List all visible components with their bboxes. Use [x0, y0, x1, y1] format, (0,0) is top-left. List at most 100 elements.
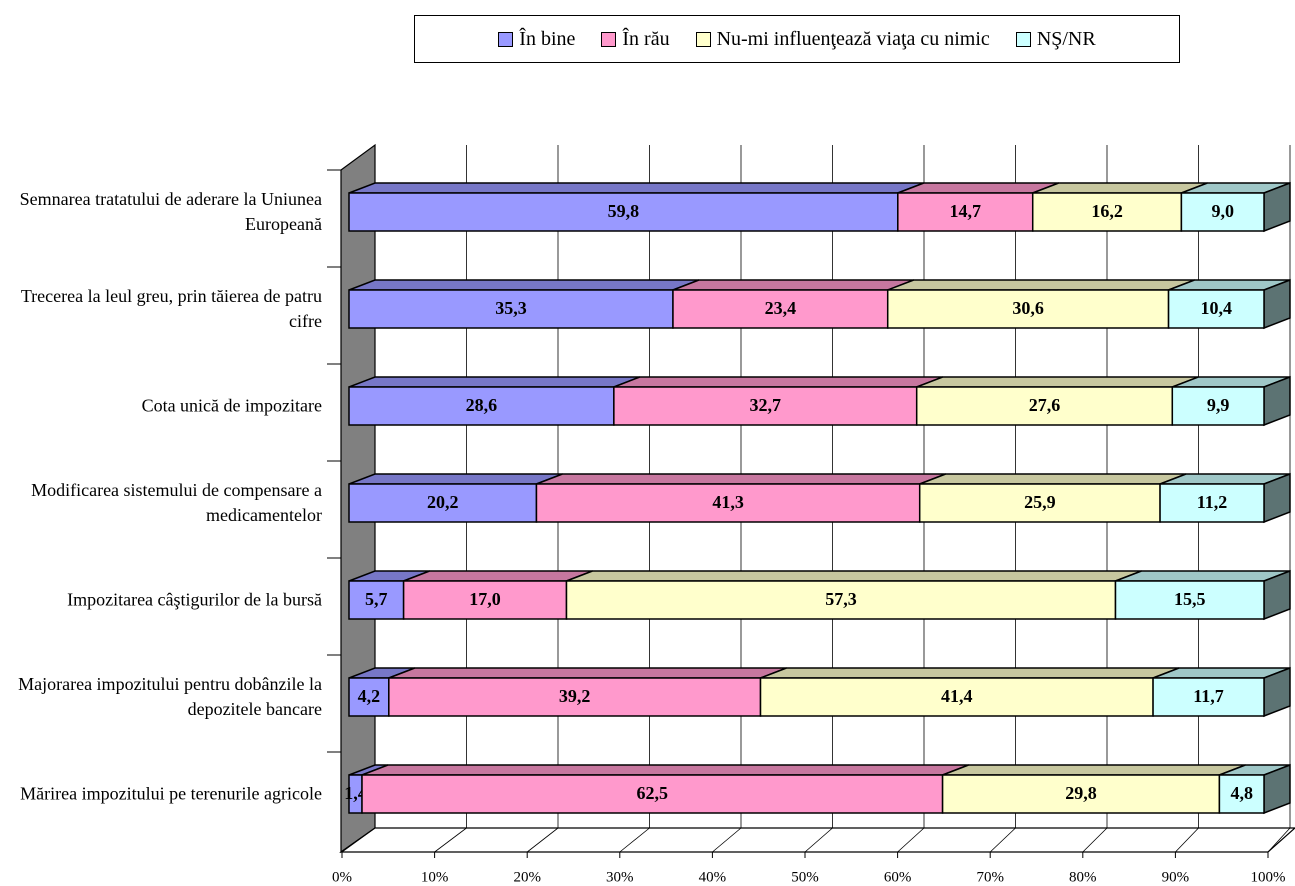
y-tick-label: Cota unică de impozitare: [141, 395, 322, 416]
data-label: 23,4: [765, 298, 797, 318]
bar: [1218, 774, 1265, 814]
bar: [897, 192, 1034, 232]
data-label: 9,0: [1211, 201, 1234, 221]
data-label: 10,4: [1201, 298, 1233, 318]
bar-top: [348, 182, 925, 194]
bar: [348, 483, 538, 523]
data-label: 25,9: [1024, 492, 1056, 512]
bar-top: [919, 473, 1187, 485]
legend-item: În rău: [601, 28, 670, 51]
bar: [1031, 192, 1183, 232]
bar: [1180, 192, 1265, 232]
y-tick-label: Majorarea impozitului pentru dobânzile l…: [18, 674, 322, 719]
data-label: 32,7: [750, 395, 782, 415]
bar-top: [361, 764, 969, 776]
bar-top: [536, 473, 946, 485]
bar: [1171, 386, 1265, 426]
bar-top: [388, 667, 787, 679]
bar-top: [566, 570, 1142, 582]
floor-grid-line: [1267, 827, 1291, 853]
legend-label: Nu-mi influenţează viaţa cu nimic: [716, 27, 990, 50]
bar: [672, 289, 889, 329]
bar-top: [760, 667, 1180, 679]
data-label: 11,2: [1197, 492, 1228, 512]
bar-top: [1032, 182, 1208, 194]
y-tick-label: Trecerea la leul greu, prin tăierea de p…: [20, 286, 322, 331]
bar: [348, 677, 390, 717]
x-tick-label: 70%: [976, 869, 1004, 885]
legend-label: NŞ/NR: [1036, 27, 1096, 50]
floor-grid-line: [1175, 827, 1199, 853]
bar: [348, 289, 674, 329]
data-label: 30,6: [1012, 298, 1044, 318]
legend-item: NŞ/NR: [1015, 27, 1096, 51]
bar: [1159, 483, 1265, 523]
floor-grid-line: [619, 827, 650, 853]
legend-swatch: [601, 31, 617, 47]
bar: [918, 483, 1161, 523]
bar: [1114, 580, 1265, 620]
x-tick-label: 50%: [791, 869, 819, 885]
floor-grid-line: [712, 827, 742, 853]
data-label: 57,3: [825, 589, 857, 609]
data-label: 59,8: [608, 201, 640, 221]
data-label: 28,6: [466, 395, 498, 415]
y-tick-label: Mărirea impozitului pe terenurile agrico…: [20, 783, 322, 804]
bar: [886, 289, 1170, 329]
data-label: 27,6: [1029, 395, 1061, 415]
bar: [388, 677, 762, 717]
x-tick-label: 30%: [606, 869, 634, 885]
legend-swatch: [498, 31, 514, 47]
x-tick-label: 40%: [699, 869, 727, 885]
bar: [915, 386, 1174, 426]
x-tick-label: 100%: [1251, 869, 1286, 885]
legend-label: În bine: [519, 27, 576, 50]
data-label: 39,2: [559, 686, 591, 706]
legend-swatch: [695, 31, 711, 47]
bar: [348, 580, 405, 620]
data-label: 15,5: [1174, 589, 1206, 609]
bar-top: [672, 279, 914, 291]
bar-top: [887, 279, 1195, 291]
floor-grid-line: [989, 827, 1016, 853]
bar: [565, 580, 1117, 620]
legend-item: În bine: [498, 28, 575, 51]
bar-top: [348, 473, 563, 485]
bar-top: [613, 376, 943, 388]
bar: [1167, 289, 1265, 329]
floor-grid-line: [341, 827, 376, 853]
floor-grid-line: [1082, 827, 1108, 853]
legend-item: Nu-mi influenţează viaţa cu nimic: [695, 27, 990, 51]
bar: [759, 677, 1154, 717]
data-label: 41,4: [941, 686, 973, 706]
floor-grid-line: [526, 827, 559, 853]
data-label: 41,3: [712, 492, 744, 512]
floor-grid-line: [804, 827, 833, 853]
y-tick-label: Semnarea tratatului de aderare la Uniune…: [19, 189, 322, 234]
bar-top: [348, 376, 641, 388]
bar: [348, 386, 615, 426]
bar: [941, 774, 1221, 814]
bar: [1152, 677, 1265, 717]
x-tick-label: 10%: [421, 869, 449, 885]
floor-grid-line: [434, 827, 467, 853]
x-tick-label: 20%: [513, 869, 541, 885]
data-label: 35,3: [495, 298, 527, 318]
data-label: 29,8: [1065, 783, 1097, 803]
data-label: 9,9: [1207, 395, 1230, 415]
x-tick-label: 90%: [1162, 869, 1190, 885]
bar-top: [348, 279, 700, 291]
y-tick-label: Impozitarea câştigurilor de la bursă: [67, 589, 322, 610]
data-label: 4,2: [358, 686, 381, 706]
x-tick-label: 60%: [884, 869, 912, 885]
floor: [339, 827, 1295, 853]
data-label: 1,4: [344, 783, 367, 803]
y-tick-label: Modificarea sistemului de compensare a m…: [31, 480, 322, 525]
bar: [348, 192, 899, 232]
bar-top: [942, 764, 1246, 776]
data-label: 4,8: [1230, 783, 1253, 803]
data-label: 20,2: [427, 492, 459, 512]
x-tick-label: 0%: [332, 869, 352, 885]
